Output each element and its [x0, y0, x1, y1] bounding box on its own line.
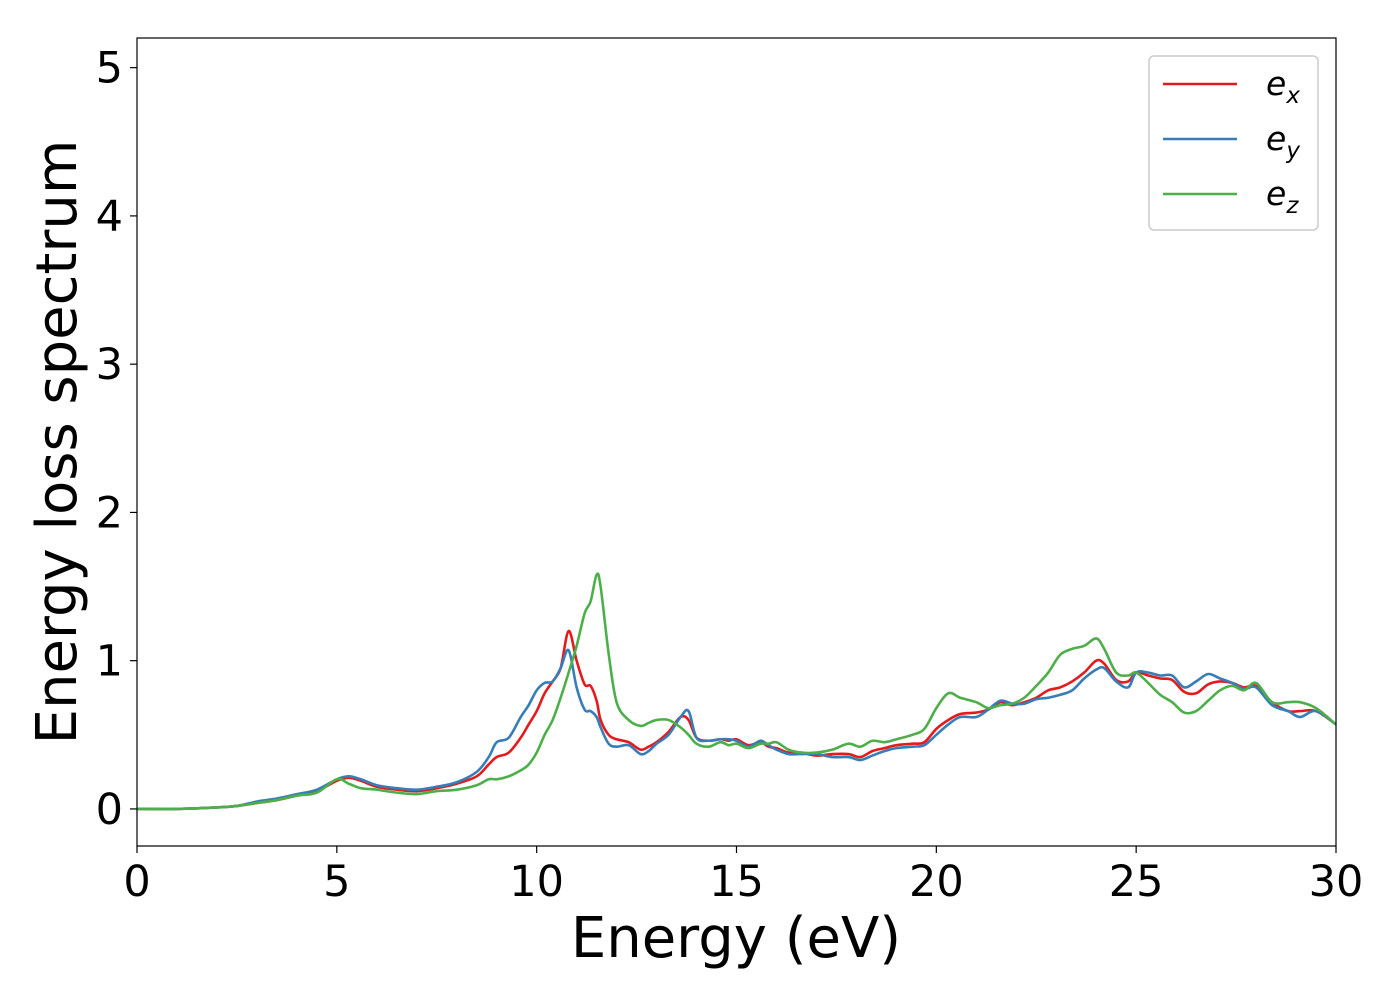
y-tick-label: 3: [96, 340, 123, 390]
x-axis: 0 5 10 15 20 25 30: [123, 846, 1363, 907]
plot-background: [137, 38, 1336, 846]
series-line-e-y: [136, 648, 1337, 811]
legend: ex ey ez: [1148, 55, 1319, 231]
y-tick-label: 4: [96, 192, 123, 242]
y-tick-label: 5: [96, 44, 123, 94]
legend-label-e-z: ez: [1266, 174, 1299, 219]
x-tick-label: 30: [1309, 857, 1364, 907]
legend-label-e-x: ex: [1266, 64, 1300, 109]
y-tick-label: 2: [96, 488, 123, 538]
y-axis-title: Energy loss spectrum: [25, 140, 90, 745]
x-tick-label: 15: [709, 857, 764, 907]
x-tick-label: 20: [909, 857, 964, 907]
x-tick-label: 25: [1109, 857, 1164, 907]
series-line-e-z: [136, 572, 1337, 811]
x-tick-label: 5: [323, 857, 350, 907]
x-tick-label: 10: [509, 857, 564, 907]
x-axis-title: Energy (eV): [571, 906, 901, 971]
legend-box: [1148, 55, 1319, 231]
series-layer: [136, 572, 1337, 811]
x-tick-label: 0: [123, 857, 150, 907]
y-tick-label: 0: [96, 785, 123, 835]
y-axis: 0 1 2 3 4 5: [96, 44, 137, 835]
legend-label-e-y: ey: [1266, 119, 1300, 164]
y-tick-label: 1: [96, 637, 123, 687]
